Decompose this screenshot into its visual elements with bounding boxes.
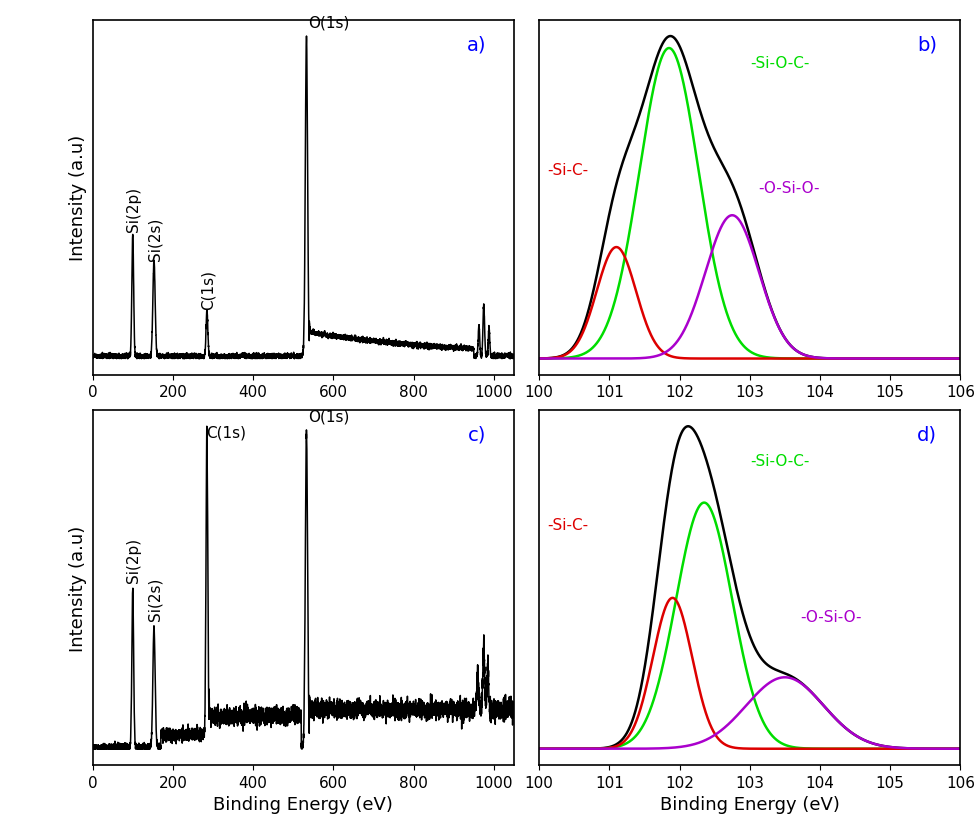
Text: Si(2s): Si(2s) (147, 578, 163, 621)
Text: -O-Si-O-: -O-Si-O- (759, 181, 820, 196)
Text: d): d) (917, 425, 937, 444)
X-axis label: Binding Energy (eV): Binding Energy (eV) (660, 795, 839, 813)
Text: -Si-O-C-: -Si-O-C- (750, 56, 809, 71)
Y-axis label: Intensity (a.u): Intensity (a.u) (69, 525, 87, 651)
Text: -Si-C-: -Si-C- (548, 163, 589, 177)
X-axis label: Binding Energy (eV): Binding Energy (eV) (214, 795, 393, 813)
Y-axis label: Intensity (a.u): Intensity (a.u) (69, 135, 87, 261)
Text: -Si-C-: -Si-C- (548, 517, 589, 532)
Text: O(1s): O(1s) (308, 409, 349, 424)
Text: -Si-O-C-: -Si-O-C- (750, 453, 809, 468)
Text: Si(2p): Si(2p) (126, 537, 141, 582)
Text: a): a) (467, 35, 487, 54)
Text: Si(2p): Si(2p) (126, 186, 141, 232)
Text: -O-Si-O-: -O-Si-O- (800, 609, 862, 624)
Text: Si(2s): Si(2s) (147, 217, 163, 261)
Text: O(1s): O(1s) (308, 16, 350, 31)
Text: b): b) (917, 35, 937, 54)
Text: c): c) (468, 425, 487, 444)
Text: C(1s): C(1s) (206, 425, 246, 440)
Text: C(1s): C(1s) (200, 270, 215, 309)
